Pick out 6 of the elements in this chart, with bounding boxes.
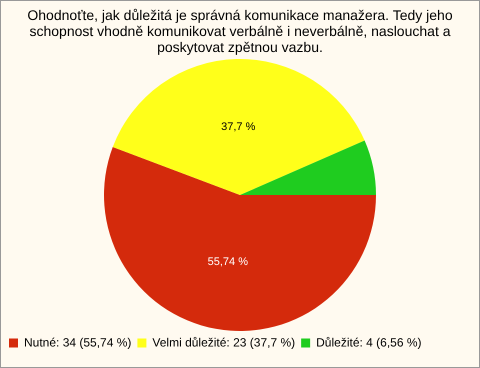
data-label: 37,7 % — [221, 121, 256, 134]
legend-label: Velmi důležité: 23 (37,7 %) — [152, 335, 296, 350]
data-label: 55,74 % — [208, 256, 248, 268]
legend-label: Nutné: 34 (55,74 %) — [24, 335, 132, 350]
chart-title: Ohodnoťte, jak důležitá je správná komunikace manažera. Tedy jeho schopnost vhodně komunikovat verbálně i neverbálně, naslouchat a poskytovat zpětnou vazbu. — [26, 7, 454, 55]
legend-label: Důležité: 4 (6,56 %) — [316, 335, 422, 350]
